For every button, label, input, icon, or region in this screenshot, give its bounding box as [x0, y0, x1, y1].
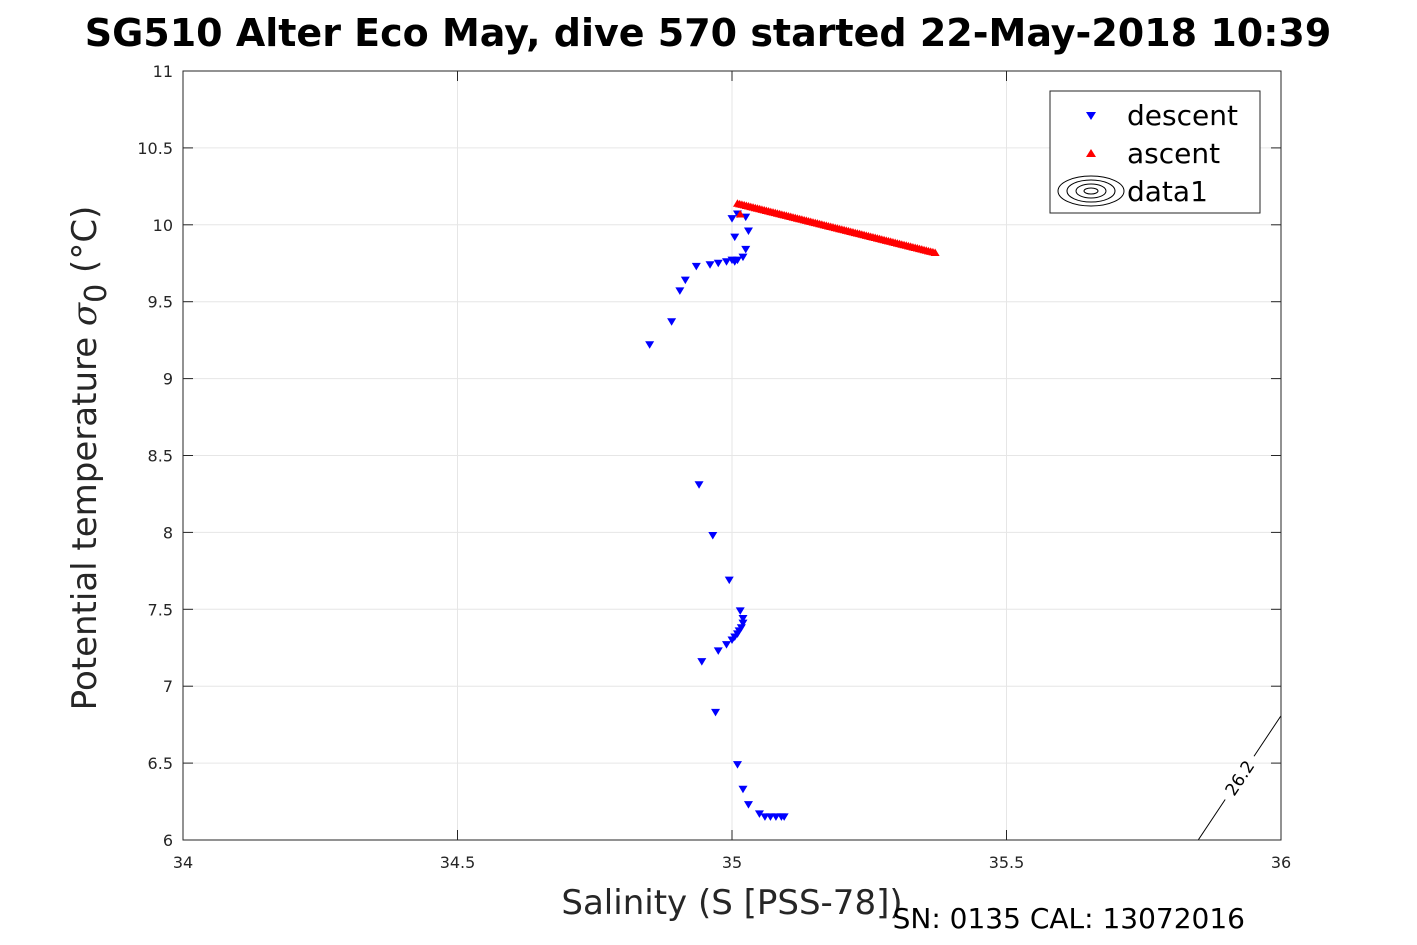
descent-point [738, 253, 748, 262]
descent-point [708, 531, 718, 540]
x-axis-label: Salinity (S [PSS-78]) [561, 883, 902, 923]
descent-point [722, 258, 732, 266]
descent-point [730, 233, 740, 242]
ascent-point [930, 248, 940, 256]
descent-point [732, 761, 742, 769]
descent-point [713, 259, 723, 268]
descent-point [667, 318, 677, 326]
descent-point [722, 641, 732, 649]
y-tick-label: 9 [163, 370, 173, 389]
descent-point [738, 785, 748, 794]
legend-contour-icon [1057, 175, 1125, 207]
x-tick-label: 35.5 [989, 853, 1025, 872]
descent-point [743, 227, 753, 235]
y-tick-label: 9.5 [148, 293, 173, 312]
descent-point [779, 813, 789, 821]
legend-descent-marker [1086, 112, 1096, 120]
descent-point [691, 262, 701, 271]
y-tick-label: 10 [153, 216, 173, 235]
descent-point [680, 276, 690, 285]
descent-point [713, 647, 723, 655]
contour-line [1197, 799, 1226, 840]
descent-point [675, 287, 685, 295]
descent-point [705, 261, 715, 269]
descent-point [724, 576, 734, 585]
legend-ascent-marker [1086, 149, 1096, 157]
descent-point [741, 245, 751, 254]
y-tick-label: 6.5 [148, 754, 173, 773]
axis-ticks: 34 34.5 35 35.5 36 6 6.5 7 7.5 8 8.5 9 9.5 10 10.5 11 [137, 62, 1291, 872]
x-tick-label: 34 [173, 853, 193, 872]
y-tick-label: 11 [153, 62, 173, 81]
descent-point [727, 215, 737, 223]
chart-title: SG510 Alter Eco May, dive 570 started 22… [85, 11, 1332, 55]
descent-point [694, 481, 704, 489]
descent-point [738, 619, 748, 628]
descent-point [738, 615, 748, 623]
data-points [645, 199, 940, 821]
legend-descent-label: descent [1127, 99, 1238, 132]
x-tick-label: 36 [1271, 853, 1291, 872]
y-axis-label: Potential temperature σ0 (°C) [65, 206, 114, 711]
descent-point [727, 636, 737, 645]
descent-point [754, 810, 764, 818]
y-tick-label: 8.5 [148, 447, 173, 466]
descent-point [735, 607, 745, 615]
descent-point [743, 801, 753, 809]
density-contours [1197, 714, 1281, 840]
descent-point [711, 708, 721, 717]
y-axis-label-sigma: σ [65, 302, 105, 326]
y-axis-label-subscript: 0 [79, 284, 114, 303]
descent-point [730, 258, 740, 266]
descent-point [645, 341, 655, 349]
legend-data1-label: data1 [1127, 175, 1208, 208]
y-tick-label: 7 [163, 677, 173, 696]
legend: descent ascent data1 [1049, 90, 1261, 214]
x-tick-label: 34.5 [440, 853, 476, 872]
y-axis-label-unit: (°C) [65, 206, 105, 284]
legend-ascent-label: ascent [1127, 137, 1220, 170]
footer-serial: SN: 0135 CAL: 13072016 [893, 902, 1245, 935]
y-tick-label: 10.5 [137, 139, 173, 158]
y-tick-label: 6 [163, 831, 173, 850]
y-axis-label-main: Potential temperature [65, 326, 105, 710]
ascent-point [735, 210, 745, 218]
y-tick-label: 8 [163, 523, 173, 542]
x-tick-label: 35 [722, 853, 742, 872]
y-tick-label: 7.5 [148, 600, 173, 619]
descent-point [697, 658, 707, 666]
